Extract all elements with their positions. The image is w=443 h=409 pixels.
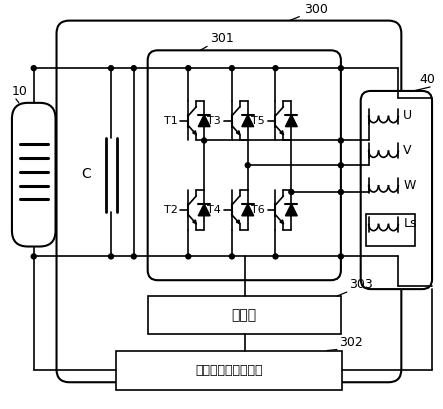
Polygon shape	[242, 115, 254, 127]
Circle shape	[202, 138, 206, 143]
Polygon shape	[193, 220, 196, 224]
Polygon shape	[242, 204, 254, 216]
Circle shape	[109, 254, 113, 259]
Text: W: W	[403, 179, 416, 191]
Circle shape	[186, 66, 191, 71]
Bar	[148, 296, 341, 334]
Circle shape	[338, 163, 343, 168]
Text: T2: T2	[163, 205, 177, 215]
Text: T3: T3	[207, 116, 221, 126]
Circle shape	[31, 254, 36, 259]
Text: 直流－直流变换电路: 直流－直流变换电路	[195, 364, 263, 377]
Text: 302: 302	[339, 335, 363, 348]
Text: T5: T5	[251, 116, 264, 126]
Circle shape	[338, 254, 343, 259]
Circle shape	[338, 189, 343, 195]
Text: 40: 40	[419, 73, 435, 86]
Polygon shape	[193, 131, 196, 135]
Text: C: C	[82, 167, 91, 181]
Polygon shape	[198, 115, 210, 127]
FancyBboxPatch shape	[148, 50, 341, 280]
Polygon shape	[280, 220, 284, 224]
Polygon shape	[280, 131, 284, 135]
Polygon shape	[236, 220, 240, 224]
FancyBboxPatch shape	[57, 20, 401, 382]
Circle shape	[229, 66, 234, 71]
Circle shape	[31, 66, 36, 71]
Circle shape	[289, 189, 294, 195]
Polygon shape	[285, 204, 297, 216]
Polygon shape	[236, 131, 240, 135]
FancyBboxPatch shape	[12, 103, 55, 247]
Text: T4: T4	[207, 205, 221, 215]
Bar	[365, 214, 415, 245]
Text: T1: T1	[163, 116, 177, 126]
Circle shape	[338, 138, 343, 143]
Text: T6: T6	[251, 205, 264, 215]
Text: 10: 10	[12, 85, 28, 98]
Circle shape	[273, 66, 278, 71]
Text: V: V	[403, 144, 412, 157]
Circle shape	[229, 254, 234, 259]
Text: U: U	[403, 109, 412, 122]
Bar	[116, 351, 342, 390]
Text: 300: 300	[304, 2, 328, 16]
Polygon shape	[285, 115, 297, 127]
Circle shape	[131, 66, 136, 71]
Text: 301: 301	[210, 32, 234, 45]
Circle shape	[273, 254, 278, 259]
Circle shape	[109, 66, 113, 71]
Text: 303: 303	[349, 278, 373, 291]
Circle shape	[338, 66, 343, 71]
Circle shape	[131, 254, 136, 259]
Circle shape	[245, 163, 250, 168]
Text: 控制器: 控制器	[232, 308, 257, 322]
Text: Ls: Ls	[403, 217, 417, 230]
FancyBboxPatch shape	[361, 91, 432, 289]
Polygon shape	[198, 204, 210, 216]
Circle shape	[186, 254, 191, 259]
